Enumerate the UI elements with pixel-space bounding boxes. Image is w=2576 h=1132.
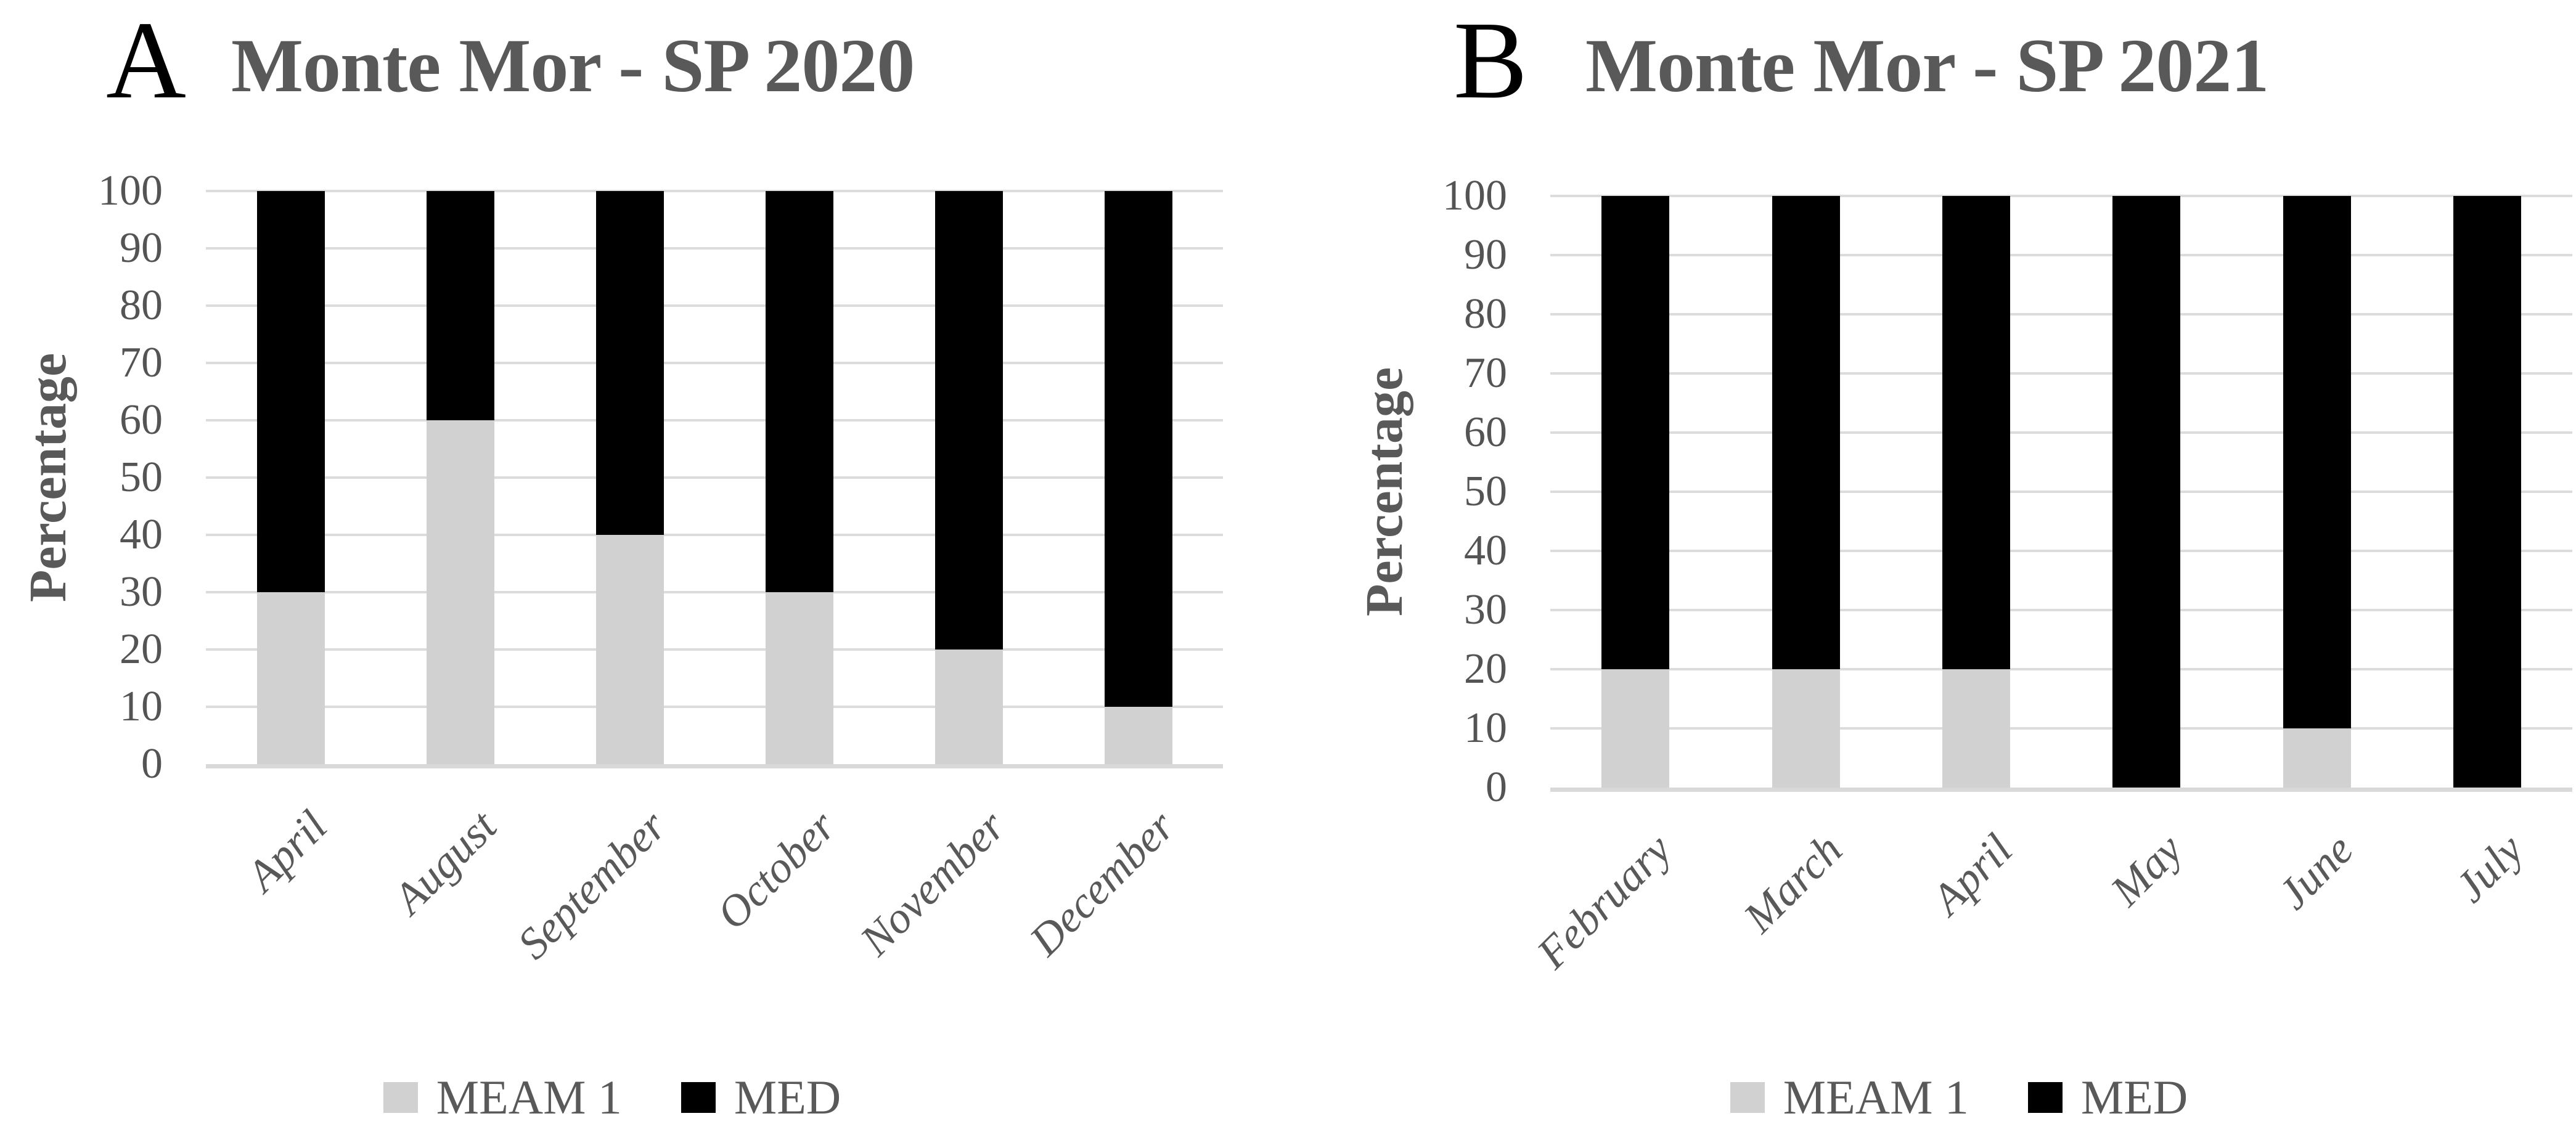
panel-b: B Monte Mor - SP 2021 Percentage 0 10 20 30… <box>1288 0 2576 1132</box>
bar-segment-meam-1 <box>1942 669 2010 788</box>
gridline <box>206 534 1223 536</box>
y-tick-label: 90 <box>120 224 163 272</box>
bar-segment-med <box>1772 196 1840 669</box>
legend: MEAM 1 MED <box>206 1073 1223 1122</box>
y-tick-label: 40 <box>120 511 163 558</box>
y-tick-label: 0 <box>1486 763 1507 811</box>
y-tick-label: 80 <box>1464 290 1507 338</box>
gridline <box>206 362 1223 364</box>
bar-segment-med <box>595 191 664 535</box>
bar-segment-meam-1 <box>1104 707 1172 764</box>
y-tick-label: 50 <box>120 454 163 501</box>
gridline <box>1550 491 2572 493</box>
y-tick-label: 70 <box>120 339 163 386</box>
legend-swatch-med <box>681 1082 716 1113</box>
legend-label: MEAM 1 <box>436 1070 622 1124</box>
legend-label: MEAM 1 <box>1783 1070 1969 1124</box>
bar-segment-meam-1 <box>934 649 1003 764</box>
legend-items: MEAM 1 MED <box>1730 1073 2188 1122</box>
y-tick-label: 10 <box>1464 704 1507 752</box>
legend-swatch-meam-1 <box>1730 1082 1765 1113</box>
bar-segment-med <box>2283 196 2351 728</box>
bar-segment-meam-1 <box>256 592 325 764</box>
y-tick-label: 10 <box>120 683 163 730</box>
gridline <box>1550 609 2572 611</box>
chart-title: Monte Mor - SP 2020 <box>231 23 915 108</box>
gridline <box>1550 668 2572 670</box>
y-tick-label: 30 <box>120 568 163 616</box>
gridline <box>1550 195 2572 197</box>
bar-segment-med <box>1601 196 1670 669</box>
legend-item-med: MED <box>2027 1070 2188 1124</box>
gridline <box>206 648 1223 651</box>
y-tick-label: 90 <box>1464 231 1507 279</box>
bar-segment-med <box>1104 191 1172 707</box>
legend-item-med: MED <box>681 1073 841 1122</box>
plot-area: 0 10 20 30 40 50 60 70 80 90 100 February March April… <box>1442 174 2572 978</box>
x-axis-line <box>206 764 1223 768</box>
gridline <box>1550 727 2572 730</box>
bar-segment-med <box>1942 196 2010 669</box>
legend-swatch-meam-1 <box>383 1082 418 1113</box>
y-tick-label: 60 <box>120 396 163 444</box>
gridline <box>1550 254 2572 256</box>
panel-letter-a: A <box>106 0 186 121</box>
gridline <box>206 304 1223 307</box>
plot-area: 0 10 20 30 40 50 60 70 80 90 100 April August Septemb… <box>98 169 1223 969</box>
legend-swatch-med <box>2027 1082 2063 1113</box>
bar-segment-med <box>765 191 833 592</box>
y-tick-label: 40 <box>1464 527 1507 574</box>
y-tick-label: 50 <box>1464 468 1507 515</box>
gridline <box>206 190 1223 192</box>
y-tick-label: 100 <box>1442 172 1507 219</box>
gridline <box>206 706 1223 708</box>
y-tick-label: 20 <box>1464 645 1507 693</box>
legend-label: MED <box>2080 1070 2188 1124</box>
bar-segment-med <box>934 191 1003 649</box>
bar-segment-meam-1 <box>426 420 494 764</box>
legend-item-meam-1: MEAM 1 <box>1730 1073 1969 1122</box>
bar-segment-med <box>2112 196 2181 788</box>
y-tick-label: 0 <box>141 740 163 788</box>
y-tick-label: 30 <box>1464 586 1507 633</box>
panel-a: A Monte Mor - SP 2020 Percentage 0 10 20 30… <box>18 0 1223 1122</box>
bar-segment-med <box>256 191 325 592</box>
bar-segment-meam-1 <box>1601 669 1670 788</box>
bar-segment-meam-1 <box>2283 728 2351 788</box>
x-axis-line <box>1550 788 2572 792</box>
chart-title: Monte Mor - SP 2021 <box>1585 23 2269 108</box>
gridline <box>206 476 1223 479</box>
gridline <box>1550 431 2572 434</box>
y-tick-label: 80 <box>120 282 163 329</box>
legend-item-meam-1: MEAM 1 <box>383 1073 622 1122</box>
bar-segment-med <box>426 191 494 420</box>
bar-segment-med <box>2453 196 2521 788</box>
panel-letter-b: B <box>1454 0 1528 121</box>
bar-segment-meam-1 <box>1772 669 1840 788</box>
bar-segment-meam-1 <box>595 535 664 764</box>
y-tick-label: 20 <box>120 625 163 673</box>
gridline <box>206 419 1223 421</box>
gridline <box>1550 550 2572 552</box>
gridline <box>1550 313 2572 316</box>
gridline <box>206 247 1223 250</box>
y-tick-label: 60 <box>1464 409 1507 456</box>
gridline <box>1550 372 2572 375</box>
legend: MEAM 1 MED <box>1550 1073 2572 1122</box>
y-tick-label: 70 <box>1464 349 1507 397</box>
gridline <box>206 591 1223 593</box>
bar-segment-meam-1 <box>765 592 833 764</box>
legend-items: MEAM 1 MED <box>383 1073 841 1122</box>
legend-label: MED <box>734 1070 841 1124</box>
y-tick-label: 100 <box>98 167 163 214</box>
